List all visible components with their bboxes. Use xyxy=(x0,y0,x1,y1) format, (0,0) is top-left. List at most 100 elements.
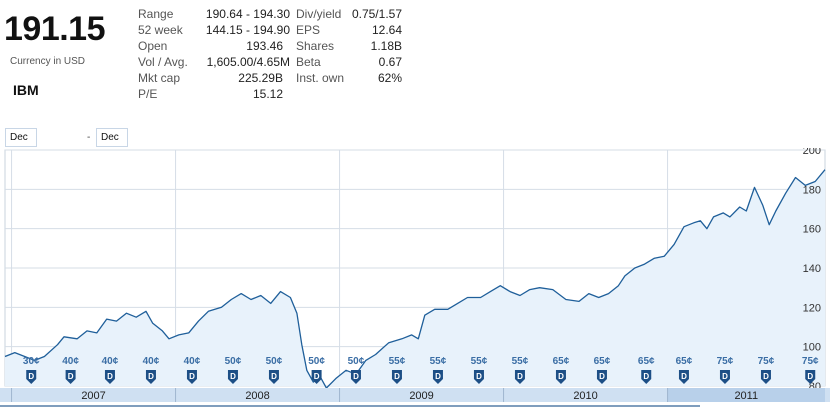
stat-value: 190.64 - 194.30 xyxy=(205,7,290,21)
stat-label: Mkt cap xyxy=(138,71,181,85)
dividend-flag-glyph: D xyxy=(148,372,154,381)
dividend-flag-icon xyxy=(473,370,484,384)
dividend-amount: 55¢ xyxy=(430,356,447,367)
dividend-marker: 40¢ D xyxy=(184,356,201,384)
dividend-amount: 40¢ xyxy=(143,356,160,367)
stat-market-cap: Mkt cap 225.29B xyxy=(138,70,283,86)
dividend-marker: 40¢ D xyxy=(102,356,119,384)
dividend-amount: 65¢ xyxy=(676,356,693,367)
timeline-axis xyxy=(0,388,830,402)
dividend-marker: 40¢ D xyxy=(62,356,79,384)
dividend-amount: 65¢ xyxy=(638,356,655,367)
dividend-flag-glyph: D xyxy=(681,372,687,381)
dividend-flag-icon xyxy=(65,370,76,384)
stat-volume: Vol / Avg. 1,605.00/4.65M xyxy=(138,54,290,70)
x-tick-label: 2010 xyxy=(573,390,597,402)
stat-beta: Beta 0.67 xyxy=(296,54,402,70)
stat-value: 15.12 xyxy=(252,87,283,101)
timeline-selection xyxy=(667,388,825,402)
dividend-amount: 40¢ xyxy=(62,356,79,367)
dividend-flag-icon xyxy=(432,370,443,384)
dividend-flag-glyph: D xyxy=(599,372,605,381)
dividend-marker: 65¢ D xyxy=(553,356,570,384)
stat-label: Range xyxy=(138,7,174,21)
dividend-amount: 30¢ xyxy=(23,356,40,367)
dividend-marker: 55¢ D xyxy=(430,356,447,384)
price-line xyxy=(4,169,826,389)
dividend-flag-icon xyxy=(805,370,816,384)
dividend-flag-glyph: D xyxy=(28,372,34,381)
dividend-marker: 30¢ D xyxy=(23,356,40,384)
dividend-marker: 75¢ D xyxy=(717,356,734,384)
dividend-flag-glyph: D xyxy=(435,372,441,381)
stat-label: Shares xyxy=(296,39,335,53)
y-tick-label: 140 xyxy=(803,263,821,275)
dividend-marker: 50¢ D xyxy=(225,356,242,384)
dividend-marker: 40¢ D xyxy=(143,356,160,384)
dividend-amount: 50¢ xyxy=(348,356,365,367)
dividend-flag-glyph: D xyxy=(722,372,728,381)
dividend-flag-glyph: D xyxy=(517,372,523,381)
date-range-separator: - xyxy=(87,132,91,143)
dividend-marker: 55¢ D xyxy=(512,356,529,384)
stat-pe-ratio: P/E 15.12 xyxy=(138,86,283,102)
dividend-marker: 65¢ D xyxy=(594,356,611,384)
dividend-flag-glyph: D xyxy=(643,372,649,381)
dividend-amount: 55¢ xyxy=(389,356,406,367)
stat-value: 12.64 xyxy=(371,23,402,37)
dividend-amount: 75¢ xyxy=(758,356,775,367)
dividend-amount: 65¢ xyxy=(553,356,570,367)
dividend-flag-glyph: D xyxy=(68,372,74,381)
dividend-flag-icon xyxy=(104,370,115,384)
stat-label: Beta xyxy=(296,55,321,69)
dividend-amount: 75¢ xyxy=(802,356,819,367)
y-tick-label: 120 xyxy=(803,302,821,314)
y-tick-label: 180 xyxy=(803,184,821,196)
stat-label: Inst. own xyxy=(296,71,345,85)
dividend-marker: 65¢ D xyxy=(638,356,655,384)
stat-value: 144.15 - 194.90 xyxy=(205,23,290,37)
dividend-flag-glyph: D xyxy=(807,372,813,381)
dividend-amount: 75¢ xyxy=(717,356,734,367)
stat-52-week: 52 week 144.15 - 194.90 xyxy=(138,22,290,38)
stat-value: 1,605.00/4.65M xyxy=(206,55,290,69)
stat-label: 52 week xyxy=(138,23,183,37)
stat-label: Open xyxy=(138,39,168,53)
stat-value: 225.29B xyxy=(238,71,283,85)
dividend-marker: 75¢ D xyxy=(802,356,819,384)
dividend-amount: 55¢ xyxy=(471,356,488,367)
x-tick-label: 2011 xyxy=(734,390,758,402)
dividend-flag-icon xyxy=(678,370,689,384)
dividend-flag-glyph: D xyxy=(189,372,195,381)
dividend-flag-icon xyxy=(514,370,525,384)
dividend-marker: 50¢ D xyxy=(348,356,365,384)
stat-shares: Shares 1.18B xyxy=(296,38,402,54)
dividend-flag-icon xyxy=(391,370,402,384)
dividend-flag-glyph: D xyxy=(558,372,564,381)
stat-range: Range 190.64 - 194.30 xyxy=(138,6,290,22)
dividend-flag-icon xyxy=(26,370,37,384)
dividend-flag-glyph: D xyxy=(394,372,400,381)
last-price: 191.15 xyxy=(4,10,106,48)
stat-label: EPS xyxy=(296,23,321,37)
stat-open: Open 193.46 xyxy=(138,38,283,54)
price-chart[interactable]: 8010012014016018020030¢D40¢D40¢D40¢D40¢D… xyxy=(0,148,830,410)
dividend-flag-icon xyxy=(596,370,607,384)
y-tick-label: 160 xyxy=(803,224,821,236)
dividend-marker: 50¢ D xyxy=(308,356,325,384)
stat-label: P/E xyxy=(138,87,158,101)
ticker-symbol: IBM xyxy=(13,82,39,98)
x-tick-label: 2009 xyxy=(409,390,433,402)
start-date-input[interactable]: Dec 15, 2006 xyxy=(5,128,38,177)
dividend-flag-glyph: D xyxy=(763,372,769,381)
stat-value: 1.18B xyxy=(370,39,402,53)
currency-label: Currency in USD xyxy=(10,56,86,67)
x-tick-label: 2008 xyxy=(245,390,269,402)
dividend-marker: 55¢ D xyxy=(389,356,406,384)
stat-value: 0.67 xyxy=(378,55,402,69)
dividend-marker: 50¢ D xyxy=(266,356,283,384)
end-date-input[interactable]: Dec 13, 2011 xyxy=(96,128,128,177)
stat-value: 62% xyxy=(377,71,402,85)
y-tick-label: 200 xyxy=(803,148,821,157)
dividend-flag-glyph: D xyxy=(107,372,113,381)
